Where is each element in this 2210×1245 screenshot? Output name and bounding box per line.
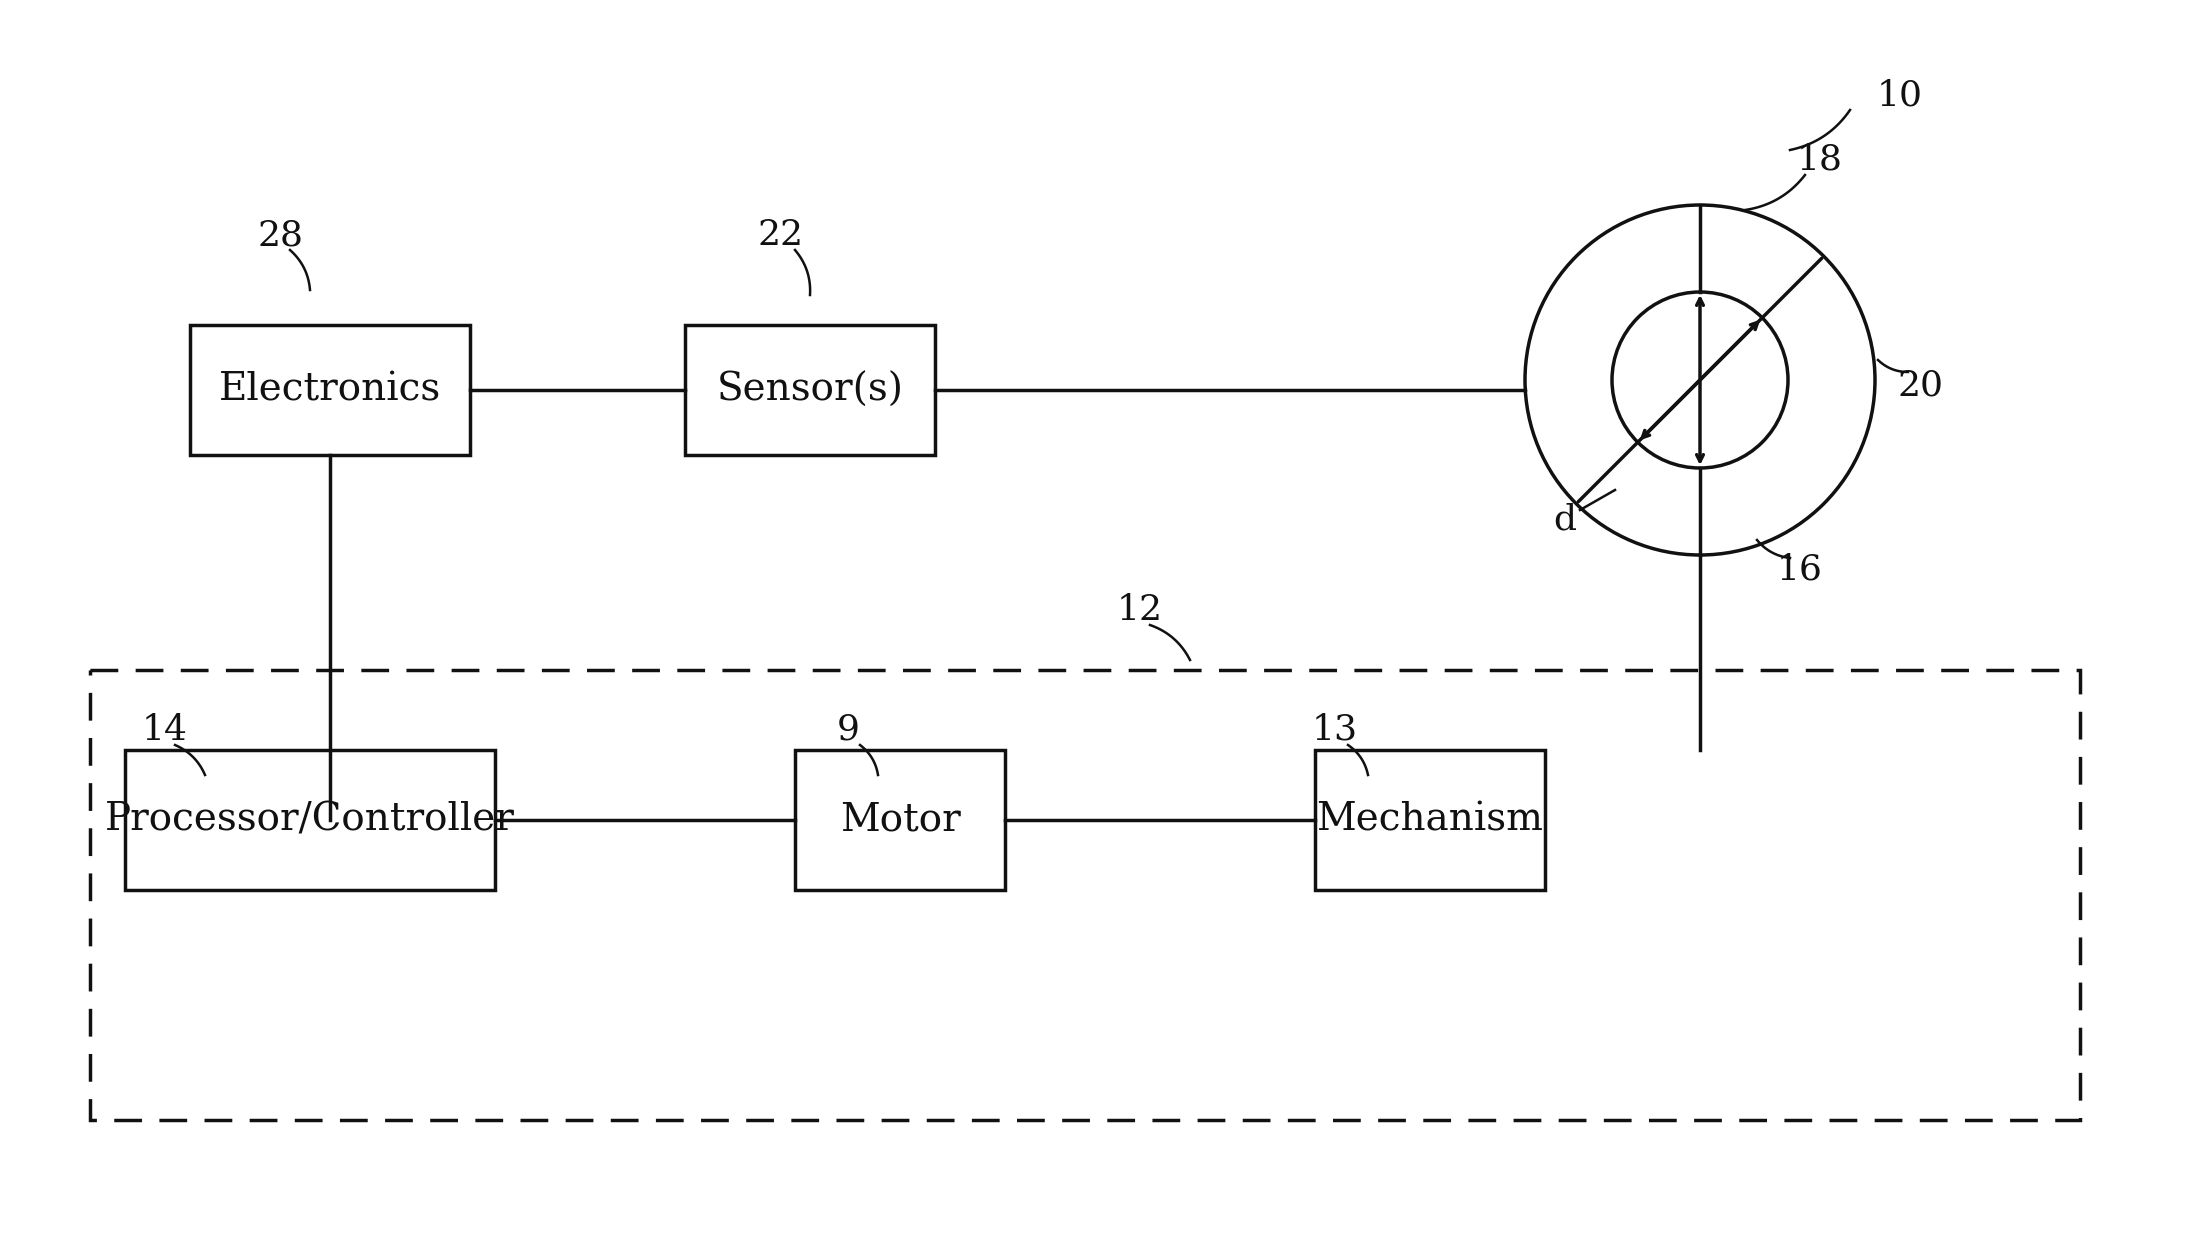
Text: 12: 12 — [1116, 593, 1162, 627]
Text: 16: 16 — [1777, 553, 1823, 586]
Bar — [1315, 749, 1545, 890]
Text: 22: 22 — [758, 218, 802, 251]
Text: Electronics: Electronics — [219, 371, 442, 408]
Text: 9: 9 — [838, 713, 860, 747]
Text: Motor: Motor — [840, 802, 961, 838]
Bar — [126, 749, 495, 890]
Text: 14: 14 — [141, 713, 188, 747]
Text: Mechanism: Mechanism — [1317, 802, 1543, 838]
Bar — [91, 670, 2080, 1120]
Text: 18: 18 — [1797, 143, 1843, 177]
Text: 10: 10 — [1876, 78, 1923, 112]
Text: d: d — [1554, 503, 1576, 537]
Text: 28: 28 — [256, 218, 303, 251]
Text: 20: 20 — [1896, 369, 1943, 402]
Bar — [685, 325, 935, 454]
Text: Processor/Controller: Processor/Controller — [106, 802, 515, 838]
Text: Sensor(s): Sensor(s) — [716, 371, 904, 408]
Text: 13: 13 — [1313, 713, 1359, 747]
Bar — [796, 749, 1006, 890]
Bar — [190, 325, 471, 454]
